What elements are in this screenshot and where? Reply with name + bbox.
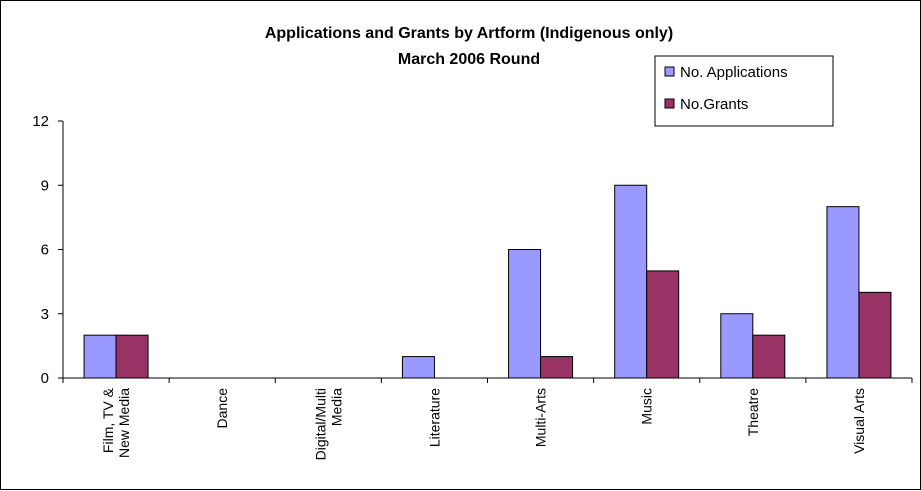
bar-applications-4 [508,249,542,379]
chart-subtitle: March 2006 Round [398,51,540,68]
bar-grants-7 [858,291,892,379]
legend-label-grants: No.Grants [680,96,748,113]
legend-swatch-applications [664,66,675,77]
legend-box [654,55,834,127]
x-category-label-1: Dance [214,388,230,429]
x-category-label-7: Visual Arts [851,388,867,454]
x-category-label-6: Theatre [745,388,761,436]
legend: No. Applications No.Grants [654,55,834,127]
bar-applications-5 [614,184,648,379]
legend-label-applications: No. Applications [680,64,788,81]
y-tick-label-0: 0 [41,370,49,387]
plot-area: 0 3 6 9 12 Film, TV &New Media Dance Digital/Mu… [32,113,913,461]
chart-title: Applications and Grants by Artform (Indi… [265,25,673,42]
bar-grants-4 [540,356,574,379]
legend-swatch-grants [664,98,675,109]
x-category-label-5: Music [639,388,655,425]
x-category-label-3: Literature [426,388,442,447]
y-tick-label-1: 3 [41,306,49,323]
bar-grants-5 [646,270,680,379]
y-tick-label-4: 12 [32,113,49,130]
bar-grants-0 [115,334,149,379]
x-category-label-4: Multi-Arts [533,388,549,447]
bar-applications-7 [826,206,860,379]
bar-grants-6 [752,334,786,379]
bar-applications-6 [720,313,754,379]
x-category-label-2: Digital/MultiMedia [312,388,344,461]
y-tick-label-3: 9 [41,177,49,194]
bar-applications-0 [83,334,117,379]
bar-applications-3 [401,356,435,379]
x-category-label-0: Film, TV &New Media [100,387,132,458]
y-tick-label-2: 6 [41,242,49,259]
